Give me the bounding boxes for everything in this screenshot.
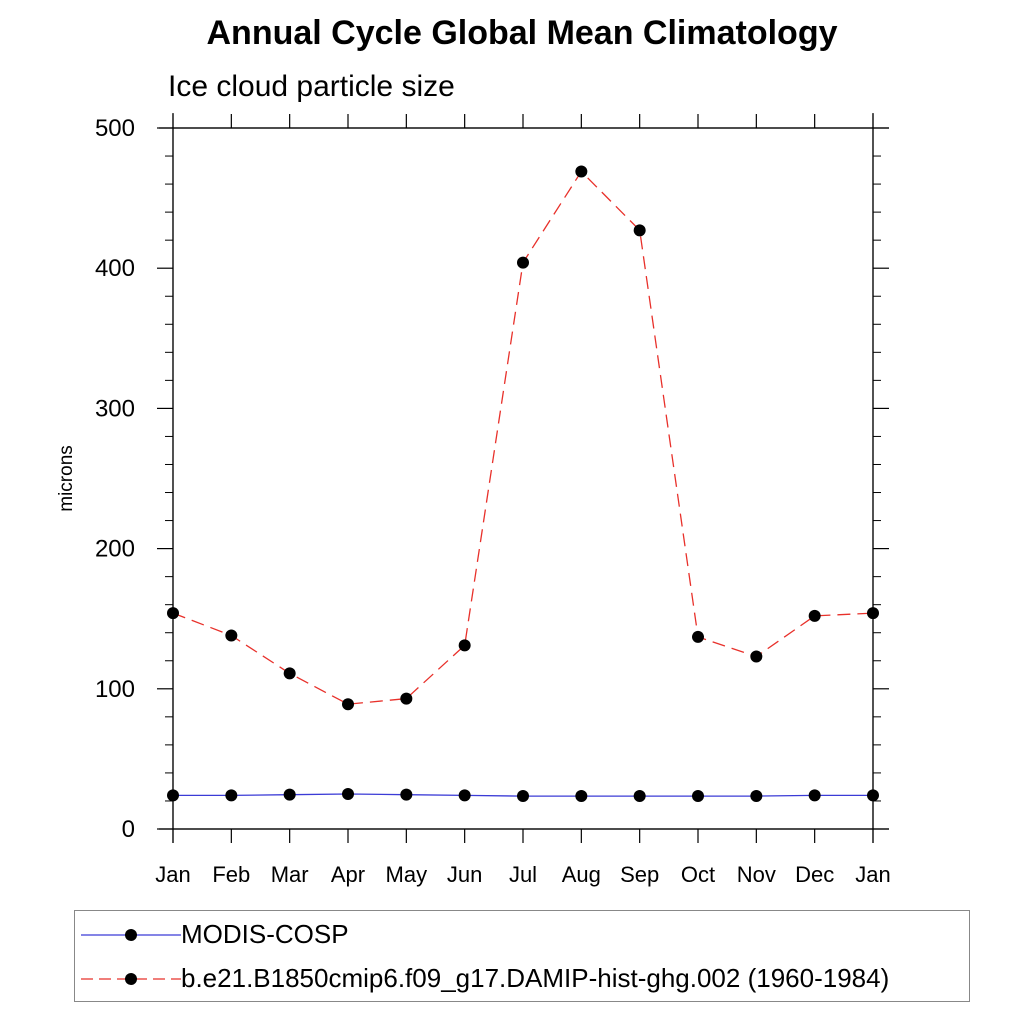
x-tick-label: Dec: [795, 862, 834, 887]
y-tick-label: 400: [95, 255, 135, 282]
data-point-series-1: [633, 224, 646, 237]
data-point-series-0: [692, 790, 704, 803]
data-point-series-0: [517, 790, 529, 803]
line-chart: 0 100 200 300 400 500 Jan Feb Mar Apr May Jun Jul Aug…: [56, 113, 891, 887]
data-point-series-0: [225, 789, 238, 802]
data-point-series-0: [400, 788, 413, 801]
data-point-series-0: [342, 787, 354, 800]
series-line-1: [172, 170, 874, 705]
legend-swatch-model: [81, 973, 181, 985]
y-tick-label: 0: [122, 816, 135, 843]
legend-item-modis-cosp: MODIS-COSP: [75, 915, 969, 955]
chart-subtitle: Ice cloud particle size: [168, 70, 455, 103]
data-point-series-0: [575, 790, 588, 803]
legend-item-model: b.e21.B1850cmip6.f09_g17.DAMIP-hist-ghg.…: [75, 959, 969, 999]
plot-frame: [172, 127, 874, 830]
x-tick-label: Jul: [509, 862, 537, 887]
legend-swatch-modis-cosp: [81, 929, 181, 941]
data-point-series-0: [283, 788, 296, 801]
data-point-series-1: [867, 607, 879, 620]
legend-label-modis-cosp: MODIS-COSP: [181, 919, 349, 949]
data-point-series-0: [458, 789, 471, 802]
x-tick-label: Jun: [447, 862, 482, 887]
data-point-series-0: [633, 790, 646, 803]
x-tick-label: May: [386, 862, 428, 887]
x-tick-label: Jan: [855, 862, 890, 887]
data-point-series-1: [225, 629, 238, 642]
y-tick-label: 300: [95, 395, 135, 422]
x-tick-label: Jan: [155, 862, 190, 887]
data-point-series-0: [808, 789, 821, 802]
data-point-series-1: [167, 607, 179, 620]
legend: MODIS-COSP b.e21.B1850cmip6.f09_g17.DAMI…: [74, 910, 970, 1002]
y-tick-label: 100: [95, 676, 135, 703]
x-tick-label: Oct: [681, 862, 715, 887]
series-layer: [167, 165, 879, 803]
data-point-series-1: [575, 165, 588, 178]
y-tick-label: 200: [95, 536, 135, 563]
data-point-series-1: [400, 692, 413, 705]
data-point-series-1: [808, 609, 821, 622]
legend-label-model: b.e21.B1850cmip6.f09_g17.DAMIP-hist-ghg.…: [181, 963, 890, 993]
data-point-series-0: [867, 789, 879, 802]
data-point-series-1: [458, 639, 471, 652]
data-point-series-1: [283, 667, 296, 680]
y-tick-label: 500: [95, 115, 135, 142]
x-tick-label: Aug: [562, 862, 601, 887]
data-point-series-1: [692, 630, 704, 643]
x-tick-label: Sep: [620, 862, 659, 887]
x-tick-label: Mar: [271, 862, 309, 887]
data-point-series-0: [750, 790, 763, 803]
axes: 0 100 200 300 400 500 Jan Feb Mar Apr May Jun Jul Aug…: [56, 113, 891, 887]
data-point-series-1: [517, 256, 529, 269]
data-point-series-0: [167, 789, 179, 802]
x-tick-label: Apr: [331, 862, 365, 887]
y-axis-label: microns: [56, 445, 77, 512]
x-tick-label: Nov: [737, 862, 776, 887]
chart-title: Annual Cycle Global Mean Climatology: [206, 14, 838, 52]
x-tick-label: Feb: [212, 862, 250, 887]
data-point-series-1: [750, 650, 763, 663]
data-point-series-1: [342, 698, 354, 711]
